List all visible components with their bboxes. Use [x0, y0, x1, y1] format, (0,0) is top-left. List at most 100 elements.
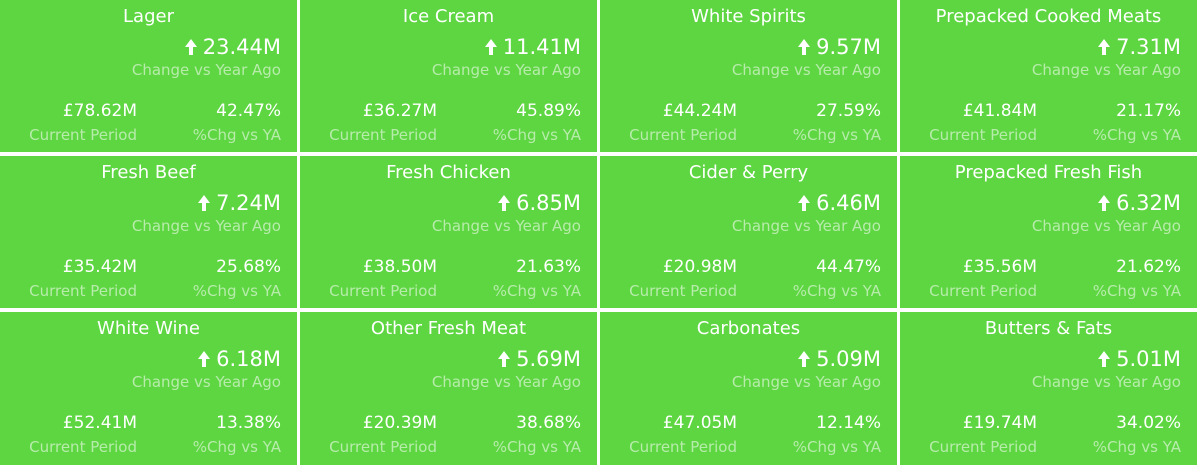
change-vs-year-ago-label: Change vs Year Ago: [1031, 373, 1181, 391]
current-period-value: £19.74M: [962, 413, 1037, 433]
arrow-up-icon: [1098, 351, 1111, 367]
current-period-label: Current Period: [629, 126, 737, 144]
kpi-card-4[interactable]: Fresh Beef 7.24M Change vs Year Ago £35.…: [0, 156, 297, 308]
card-title: Other Fresh Meat: [370, 318, 527, 339]
card-title: Lager: [123, 6, 174, 27]
change-vs-year-ago-label: Change vs Year Ago: [1031, 61, 1181, 79]
kpi-card-3[interactable]: Prepacked Cooked Meats 7.31M Change vs Y…: [900, 0, 1197, 152]
pct-change-value: 45.89%: [516, 101, 581, 121]
arrow-up-icon: [1098, 195, 1111, 211]
current-period-label: Current Period: [929, 438, 1037, 456]
pct-change-value: 13.38%: [216, 413, 281, 433]
current-period-label: Current Period: [329, 126, 437, 144]
kpi-card-0[interactable]: Lager 23.44M Change vs Year Ago £78.62M …: [0, 0, 297, 152]
pct-change-value: 27.59%: [816, 101, 881, 121]
change-vs-year-ago-value: 6.85M: [516, 191, 581, 215]
current-period-label: Current Period: [929, 282, 1037, 300]
arrow-up-icon: [798, 39, 811, 55]
change-value-row: 23.44M: [184, 34, 281, 60]
kpi-card-10[interactable]: Carbonates 5.09M Change vs Year Ago £47.…: [600, 312, 897, 465]
change-vs-year-ago-value: 7.31M: [1116, 35, 1181, 59]
arrow-up-icon: [198, 351, 211, 367]
pct-change-label: %Chg vs YA: [192, 282, 281, 300]
pct-change-label: %Chg vs YA: [492, 438, 581, 456]
current-period-value: £41.84M: [962, 101, 1037, 121]
change-value-row: 6.18M: [197, 346, 281, 372]
card-title: Carbonates: [696, 318, 801, 339]
change-vs-year-ago-value: 7.24M: [216, 191, 281, 215]
pct-change-value: 25.68%: [216, 257, 281, 277]
pct-change-label: %Chg vs YA: [192, 126, 281, 144]
change-vs-year-ago-value: 6.18M: [216, 347, 281, 371]
current-period-value: £78.62M: [62, 101, 137, 121]
card-title: Prepacked Fresh Fish: [954, 162, 1143, 183]
kpi-card-2[interactable]: White Spirits 9.57M Change vs Year Ago £…: [600, 0, 897, 152]
arrow-up-icon: [198, 195, 211, 211]
arrow-up-icon: [798, 195, 811, 211]
current-period-label: Current Period: [29, 282, 137, 300]
change-value-row: 5.01M: [1097, 346, 1181, 372]
pct-change-label: %Chg vs YA: [492, 126, 581, 144]
kpi-card-6[interactable]: Cider & Perry 6.46M Change vs Year Ago £…: [600, 156, 897, 308]
change-vs-year-ago-value: 5.01M: [1116, 347, 1181, 371]
arrow-up-icon: [184, 39, 197, 55]
current-period-value: £35.42M: [62, 257, 137, 277]
card-title: Fresh Beef: [101, 162, 196, 183]
change-value-row: 6.32M: [1097, 190, 1181, 216]
change-vs-year-ago-label: Change vs Year Ago: [731, 61, 881, 79]
pct-change-value: 34.02%: [1116, 413, 1181, 433]
current-period-value: £38.50M: [362, 257, 437, 277]
pct-change-value: 42.47%: [216, 101, 281, 121]
card-title: Butters & Fats: [984, 318, 1113, 339]
pct-change-label: %Chg vs YA: [792, 438, 881, 456]
current-period-value: £36.27M: [362, 101, 437, 121]
change-vs-year-ago-value: 6.32M: [1116, 191, 1181, 215]
pct-change-label: %Chg vs YA: [192, 438, 281, 456]
pct-change-value: 44.47%: [816, 257, 881, 277]
current-period-label: Current Period: [929, 126, 1037, 144]
kpi-card-11[interactable]: Butters & Fats 5.01M Change vs Year Ago …: [900, 312, 1197, 465]
card-title: White Wine: [97, 318, 200, 339]
current-period-value: £44.24M: [662, 101, 737, 121]
current-period-value: £20.39M: [362, 413, 437, 433]
change-vs-year-ago-value: 23.44M: [202, 35, 281, 59]
pct-change-label: %Chg vs YA: [1092, 438, 1181, 456]
pct-change-value: 21.62%: [1116, 257, 1181, 277]
change-vs-year-ago-value: 5.09M: [816, 347, 881, 371]
change-vs-year-ago-label: Change vs Year Ago: [731, 373, 881, 391]
change-vs-year-ago-label: Change vs Year Ago: [431, 217, 581, 235]
current-period-label: Current Period: [629, 282, 737, 300]
kpi-card-5[interactable]: Fresh Chicken 6.85M Change vs Year Ago £…: [300, 156, 597, 308]
kpi-card-9[interactable]: Other Fresh Meat 5.69M Change vs Year Ag…: [300, 312, 597, 465]
pct-change-label: %Chg vs YA: [792, 282, 881, 300]
change-value-row: 7.24M: [197, 190, 281, 216]
change-vs-year-ago-label: Change vs Year Ago: [131, 61, 281, 79]
pct-change-label: %Chg vs YA: [492, 282, 581, 300]
change-value-row: 9.57M: [797, 34, 881, 60]
current-period-label: Current Period: [29, 126, 137, 144]
pct-change-value: 21.63%: [516, 257, 581, 277]
pct-change-value: 21.17%: [1116, 101, 1181, 121]
current-period-label: Current Period: [29, 438, 137, 456]
pct-change-label: %Chg vs YA: [1092, 126, 1181, 144]
kpi-card-7[interactable]: Prepacked Fresh Fish 6.32M Change vs Yea…: [900, 156, 1197, 308]
kpi-card-1[interactable]: Ice Cream 11.41M Change vs Year Ago £36.…: [300, 0, 597, 152]
change-value-row: 6.85M: [497, 190, 581, 216]
pct-change-label: %Chg vs YA: [792, 126, 881, 144]
change-value-row: 6.46M: [797, 190, 881, 216]
change-vs-year-ago-value: 5.69M: [516, 347, 581, 371]
arrow-up-icon: [484, 39, 497, 55]
kpi-card-8[interactable]: White Wine 6.18M Change vs Year Ago £52.…: [0, 312, 297, 465]
pct-change-value: 12.14%: [816, 413, 881, 433]
pct-change-label: %Chg vs YA: [1092, 282, 1181, 300]
change-value-row: 5.09M: [797, 346, 881, 372]
change-vs-year-ago-value: 11.41M: [502, 35, 581, 59]
change-vs-year-ago-label: Change vs Year Ago: [131, 217, 281, 235]
current-period-value: £20.98M: [662, 257, 737, 277]
current-period-value: £52.41M: [62, 413, 137, 433]
change-value-row: 7.31M: [1097, 34, 1181, 60]
arrow-up-icon: [498, 195, 511, 211]
current-period-label: Current Period: [329, 438, 437, 456]
card-title: White Spirits: [691, 6, 806, 27]
